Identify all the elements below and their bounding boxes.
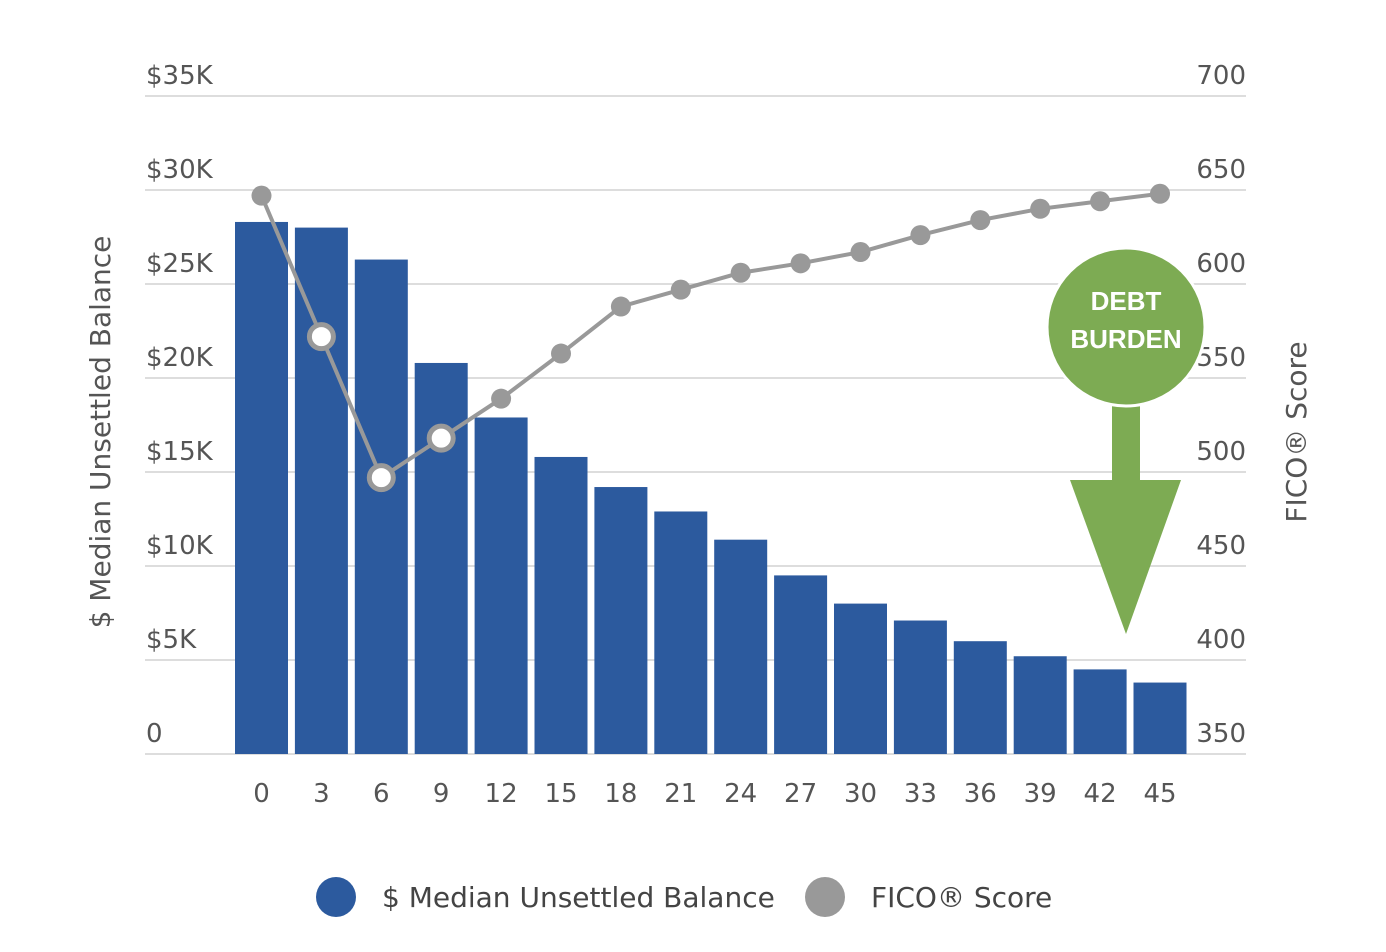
annotation-line-1: DEBT (1091, 286, 1162, 316)
bar (235, 221, 288, 754)
left-tick-label: $5K (146, 625, 197, 655)
x-tick-label: 21 (664, 779, 697, 809)
right-tick-label: 650 (1196, 155, 1246, 185)
left-tick-label: $15K (146, 437, 214, 467)
fico-point (1150, 183, 1170, 204)
line-series (251, 183, 1170, 493)
fico-point (730, 262, 751, 283)
fico-point (790, 253, 811, 274)
bar (1013, 656, 1067, 754)
fico-point (491, 388, 512, 409)
x-axis: 0 3 6 9 12 15 18 21 24 27 30 33 36 39 42 45 (253, 779, 1176, 809)
fico-point-highlight (366, 463, 396, 493)
fico-point (670, 279, 691, 300)
x-tick-label: 9 (433, 779, 450, 809)
left-tick-label: $10K (146, 531, 214, 561)
bar (953, 641, 1007, 754)
bar (834, 603, 887, 754)
fico-point (850, 242, 871, 263)
fico-point (1090, 191, 1111, 212)
fico-point-highlight (306, 322, 336, 352)
right-axis-title: FICO® Score (1280, 341, 1313, 522)
x-tick-label: 6 (373, 779, 390, 809)
left-tick-label: $30K (146, 155, 214, 185)
bar (1133, 682, 1187, 754)
bar (774, 575, 828, 754)
bar (354, 259, 408, 754)
bar (534, 456, 588, 754)
bar (714, 539, 768, 754)
fico-line (259, 191, 1161, 480)
x-tick-label: 12 (485, 779, 518, 809)
fico-point (910, 225, 931, 246)
right-tick-label: 550 (1196, 343, 1246, 373)
annotation-arrow-shaft (1112, 405, 1140, 485)
legend-label-fico: FICO® Score (871, 881, 1052, 914)
left-tick-label: $35K (146, 61, 214, 91)
fico-point-highlight (426, 423, 456, 453)
x-tick-label: 24 (724, 779, 757, 809)
right-tick-label: 350 (1196, 719, 1246, 749)
x-tick-label: 0 (253, 779, 270, 809)
annotation-arrow-head (1070, 480, 1181, 634)
legend-swatch-fico (805, 877, 845, 917)
x-tick-label: 45 (1143, 779, 1176, 809)
x-tick-label: 18 (604, 779, 637, 809)
right-tick-label: 600 (1196, 249, 1246, 279)
left-axis-title: $ Median Unsettled Balance (84, 236, 117, 629)
x-tick-label: 33 (904, 779, 937, 809)
bar-series (235, 221, 1187, 755)
bar (654, 511, 708, 754)
left-axis: 0 $5K $10K $15K $20K $25K $30K $35K (146, 61, 214, 749)
bar (414, 362, 468, 754)
legend-label-balance: $ Median Unsettled Balance (382, 881, 775, 914)
fico-point (1030, 198, 1051, 219)
right-tick-label: 400 (1196, 625, 1246, 655)
x-tick-label: 30 (844, 779, 877, 809)
x-tick-label: 39 (1024, 779, 1057, 809)
fico-point (251, 185, 272, 206)
left-tick-label: $20K (146, 343, 214, 373)
right-axis: 350 400 450 500 550 600 650 700 (1196, 61, 1246, 749)
x-tick-label: 27 (784, 779, 817, 809)
left-tick-label: $25K (146, 249, 214, 279)
annotation-line-2: BURDEN (1070, 324, 1181, 354)
fico-point (551, 343, 571, 364)
x-tick-label: 3 (313, 779, 330, 809)
right-tick-label: 700 (1196, 61, 1246, 91)
legend: $ Median Unsettled Balance FICO® Score (316, 877, 1052, 917)
bar (474, 417, 528, 754)
debt-burden-annotation: DEBT BURDEN (1045, 246, 1207, 634)
x-tick-label: 36 (964, 779, 997, 809)
x-tick-label: 42 (1084, 779, 1117, 809)
right-tick-label: 500 (1196, 437, 1246, 467)
bar (893, 620, 947, 754)
legend-swatch-balance (316, 877, 356, 917)
fico-point (970, 210, 991, 231)
bar (594, 487, 648, 754)
x-tick-label: 15 (544, 779, 577, 809)
fico-point (610, 296, 631, 317)
annotation-circle (1045, 246, 1207, 408)
bar (1073, 669, 1127, 754)
right-tick-label: 450 (1196, 531, 1246, 561)
bar (294, 227, 348, 755)
left-tick-label: 0 (146, 719, 163, 749)
